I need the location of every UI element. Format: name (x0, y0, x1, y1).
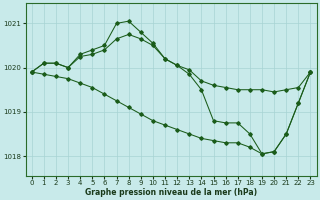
X-axis label: Graphe pression niveau de la mer (hPa): Graphe pression niveau de la mer (hPa) (85, 188, 257, 197)
